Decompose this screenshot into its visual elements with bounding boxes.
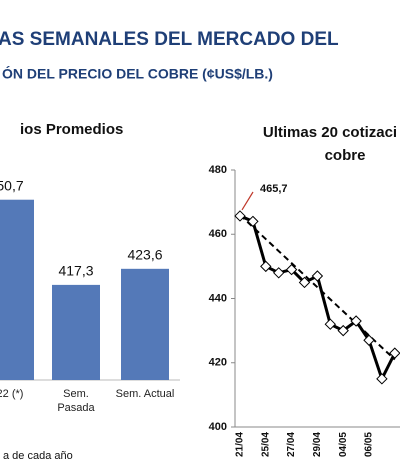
point [285,263,298,276]
trend-line [239,214,396,361]
point [363,334,375,346]
y-tick-label: 440 [209,292,227,304]
footnote: a de cada año [3,450,73,462]
right-chart-title: Ultimas 20 cotizaci [263,124,397,141]
y-tick-label: 480 [209,164,227,176]
point [337,324,349,337]
point [272,267,285,279]
annotation: 465,7 [260,183,288,195]
point [247,215,259,228]
x-tick-label: 27/04 [286,432,297,457]
x-tick-label: 29/04 [312,432,323,457]
point [350,315,362,327]
bar [121,268,169,380]
x-tick-label: Sem. Pasada [57,388,95,414]
x-tick-label: 21/04 [235,432,246,457]
bar [52,284,100,380]
point [324,318,337,330]
point [389,347,400,359]
point [311,270,324,282]
data-label: 50,7 [0,177,24,193]
point [234,210,246,222]
x-tick-label: 04/05 [338,432,349,457]
data-label: 423,6 [127,247,162,263]
right-chart-title: cobre [325,147,366,164]
line [239,214,397,383]
x-tick-label: 25/04 [260,432,271,457]
x-tick-label: 06/05 [364,432,375,457]
point [298,276,311,289]
x-tick-label: 22 (*) [0,388,24,400]
page-title: AS SEMANALES DEL MERCADO DEL [0,29,339,50]
page-subtitle: ÓN DEL PRECIO DEL COBRE (¢US$/LB.) [2,65,273,82]
y-tick-label: 420 [209,357,227,369]
data-label: 417,3 [58,263,93,279]
x-tick-label: Sem. Actual [115,388,175,400]
point [260,260,272,273]
annotation-arrow [241,191,254,211]
y-tick-label: 400 [209,421,227,433]
point [376,373,388,385]
left-chart-title: ios Promedios [20,121,123,138]
bar [0,199,34,380]
y-tick-label: 460 [209,228,227,240]
